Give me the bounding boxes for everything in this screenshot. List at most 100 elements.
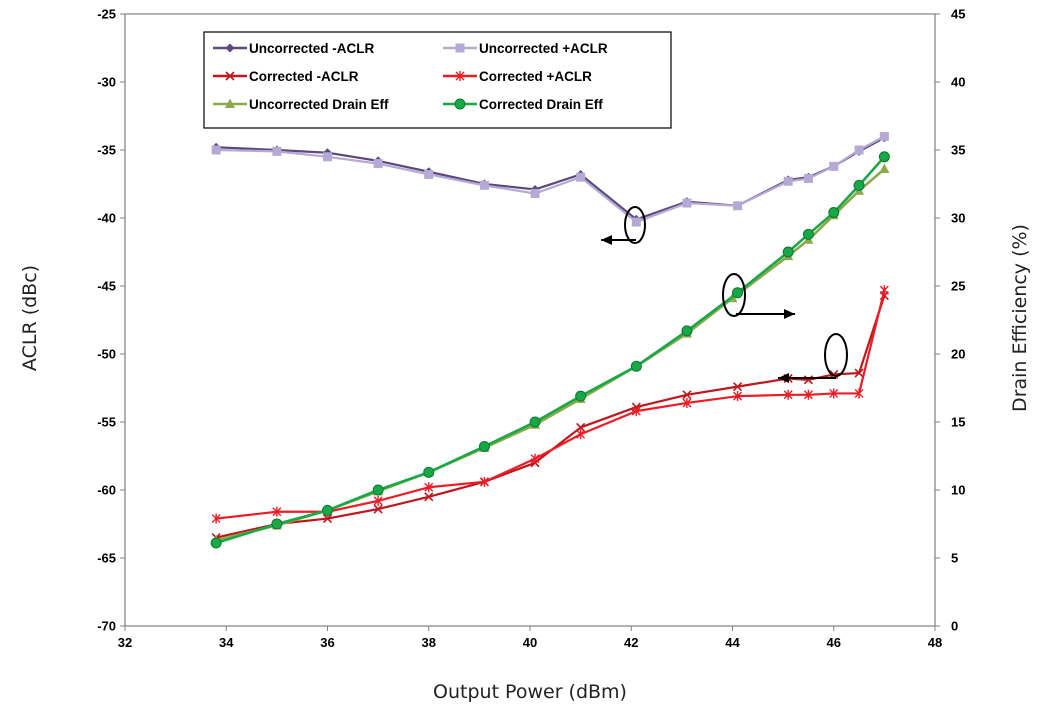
data-point [783, 389, 793, 400]
y2-tick-label: 40 [951, 75, 965, 90]
x-tick-label: 44 [725, 635, 740, 650]
legend-label: Corrected Drain Eff [479, 97, 603, 112]
y-tick-label: -50 [97, 347, 116, 362]
legend-label: Corrected -ACLR [249, 69, 359, 84]
x-tick-label: 32 [118, 635, 132, 650]
data-point [373, 159, 383, 169]
series-line [215, 168, 886, 542]
data-point [682, 198, 692, 208]
x-tick-label: 36 [320, 635, 334, 650]
series-corrected-drain-eff [210, 151, 890, 549]
x-tick-label: 38 [422, 635, 436, 650]
y-axis-title: ACLR (dBc) [19, 265, 41, 371]
arrow-head [784, 309, 795, 319]
legend-label: Uncorrected Drain Eff [249, 97, 389, 112]
series-uncorrected-aclr [211, 131, 889, 227]
data-point [854, 145, 864, 155]
legend-entry: Corrected +ACLR [443, 69, 592, 84]
data-point [783, 176, 793, 186]
arrow-head [601, 235, 612, 245]
legend-marker [225, 98, 235, 108]
data-point [271, 518, 283, 530]
legend-box [203, 31, 672, 129]
data-point [879, 131, 889, 141]
y-tick-label: -25 [97, 7, 116, 22]
data-point [211, 145, 221, 155]
data-point [879, 285, 889, 296]
y2-tick-label: 5 [951, 551, 958, 566]
legend-entry: Uncorrected -ACLR [213, 41, 375, 56]
legend-marker [225, 71, 235, 81]
data-point [853, 179, 865, 191]
y-tick-label: -40 [97, 211, 116, 226]
data-point [681, 325, 693, 337]
y2-tick-label: 35 [951, 143, 965, 158]
legend-label: Uncorrected -ACLR [249, 41, 375, 56]
data-point [682, 397, 692, 408]
data-point [530, 453, 540, 464]
x-axis-title: Output Power (dBm) [433, 681, 627, 703]
data-point [732, 382, 743, 392]
y-tick-label: -45 [97, 279, 116, 294]
data-point [211, 513, 221, 524]
data-point [373, 504, 383, 514]
data-point [878, 151, 890, 163]
y-tick-label: -70 [97, 619, 116, 634]
data-point [682, 390, 692, 400]
data-point [424, 492, 434, 502]
legend-entry: Corrected Drain Eff [443, 97, 603, 112]
legend-marker [225, 43, 235, 53]
axes: 32 34 36 38 40 42 44 46 48 -25 -30 -35 -40 -45 -50 -55 -… [97, 7, 965, 651]
data-point [272, 506, 282, 517]
y2-axis-title: Drain Efficiency (%) [1009, 224, 1031, 412]
data-point [424, 169, 434, 179]
x-tick-label: 40 [523, 635, 537, 650]
data-point [423, 466, 435, 478]
data-point [479, 476, 489, 487]
legend-entry: Uncorrected +ACLR [443, 41, 608, 56]
data-point [373, 495, 383, 506]
data-point [479, 180, 489, 190]
x-tick-label: 42 [624, 635, 638, 650]
data-point [733, 391, 743, 402]
data-point [803, 389, 813, 400]
series-layer [210, 131, 890, 549]
data-point [630, 360, 642, 372]
data-point [803, 174, 813, 184]
legend-label: Corrected +ACLR [479, 69, 592, 84]
y-tick-label: -65 [97, 551, 116, 566]
y-tick-label: -35 [97, 143, 116, 158]
legend-entry: Uncorrected Drain Eff [213, 97, 389, 112]
legend-marker [454, 98, 466, 110]
data-point [210, 537, 222, 549]
data-point [372, 484, 384, 496]
y-tick-label: -60 [97, 483, 116, 498]
data-point [631, 217, 641, 227]
legend-marker [455, 43, 465, 53]
data-point [322, 504, 333, 516]
data-point [802, 228, 814, 240]
data-point [576, 422, 586, 433]
y2-tick-label: 45 [951, 7, 965, 22]
callout-ellipse [824, 333, 848, 377]
data-point [576, 429, 586, 440]
arrow-head [778, 373, 789, 383]
data-point [272, 146, 282, 156]
data-point [829, 388, 839, 399]
series-uncorrected-drain-eff [211, 163, 890, 545]
legend-marker [455, 71, 465, 81]
y2-tick-label: 0 [951, 619, 958, 634]
data-point [732, 287, 744, 299]
data-point [828, 207, 840, 219]
annotations [601, 206, 848, 383]
series-line [215, 155, 886, 545]
data-point [854, 388, 864, 399]
data-point [631, 406, 641, 417]
y2-tick-label: 30 [951, 211, 965, 226]
data-point [322, 513, 333, 524]
data-point [575, 390, 587, 402]
y2-tick-label: 10 [951, 483, 965, 498]
data-point [323, 152, 332, 162]
data-point [478, 440, 490, 452]
